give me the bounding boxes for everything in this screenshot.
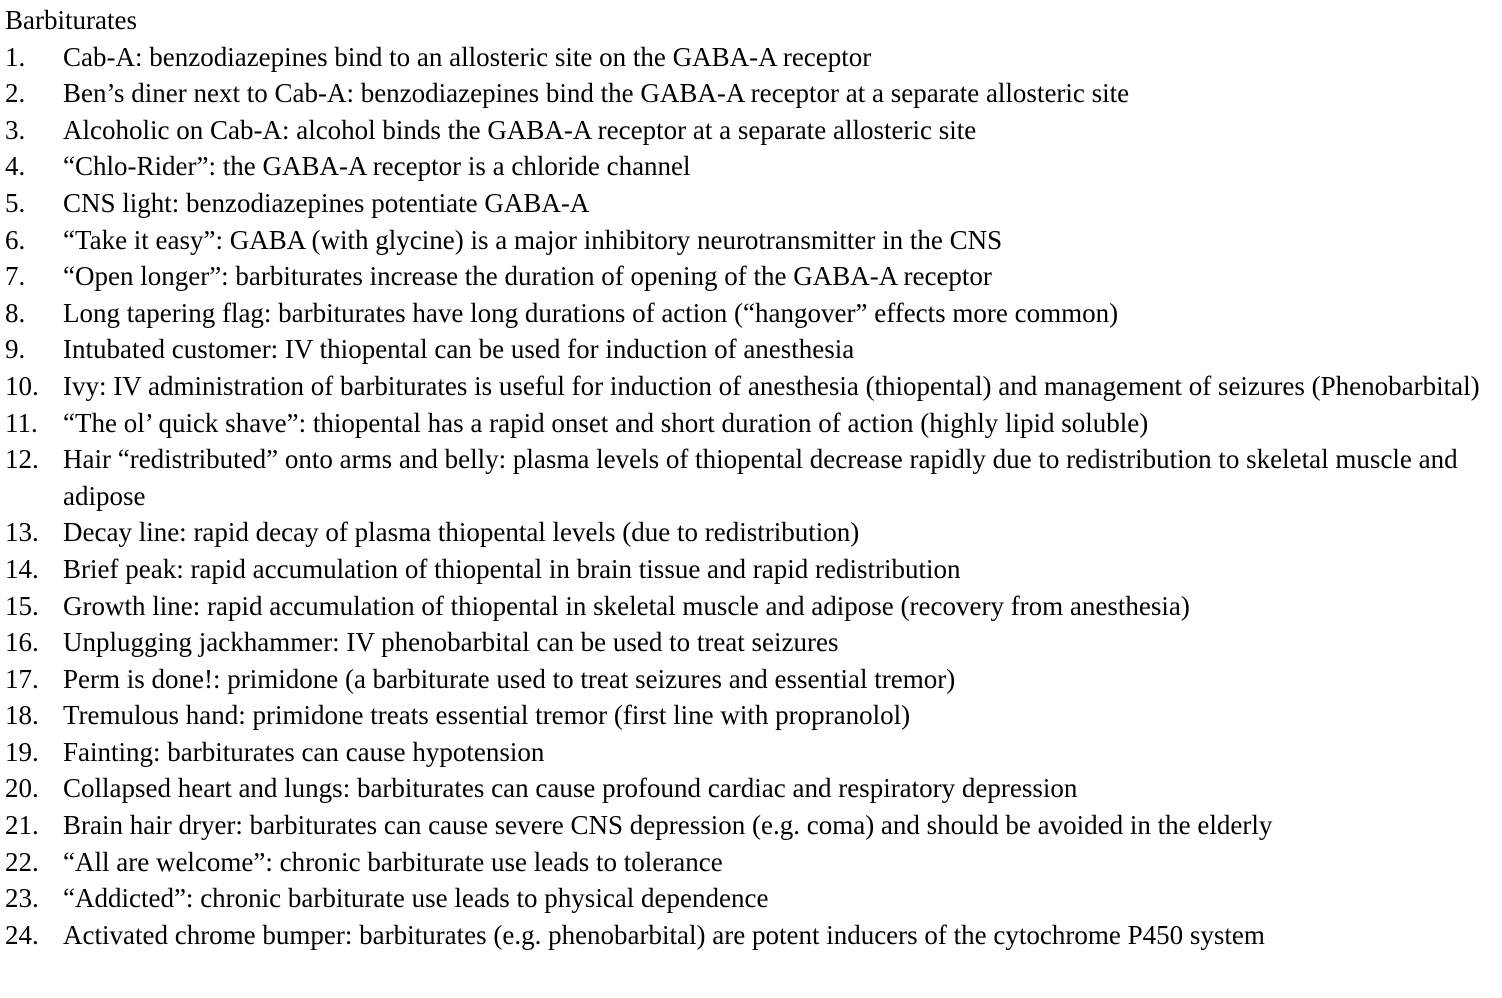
item-number: 2. bbox=[5, 78, 26, 109]
item-number: 14. bbox=[5, 553, 39, 584]
document-title: Barbiturates bbox=[5, 5, 137, 35]
list-item: 3. Alcoholic on Cab-A: alcohol binds the … bbox=[5, 112, 1499, 149]
list-item: 17. Perm is done!: primidone (a barbitura… bbox=[5, 661, 1499, 698]
item-text: Intubated customer: IV thiopental can be… bbox=[63, 334, 855, 365]
item-number: 12. bbox=[5, 444, 39, 475]
item-text: Ivy: IV administration of barbiturates i… bbox=[63, 370, 1480, 401]
list-item: 8. Long tapering flag: barbiturates have … bbox=[5, 295, 1499, 332]
list-item: 10. Ivy: IV administration of barbiturate… bbox=[5, 368, 1499, 405]
list-item: 24. Activated chrome bumper: barbiturates… bbox=[5, 917, 1499, 954]
item-number: 24. bbox=[5, 919, 39, 950]
list-item: 9. Intubated customer: IV thiopental can … bbox=[5, 331, 1499, 368]
item-number: 11. bbox=[5, 407, 38, 438]
item-number: 21. bbox=[5, 810, 39, 841]
item-text: Growth line: rapid accumulation of thiop… bbox=[63, 590, 1190, 621]
item-text: “Addicted”: chronic barbiturate use lead… bbox=[63, 883, 769, 914]
list-item: 19. Fainting: barbiturates can cause hypo… bbox=[5, 734, 1499, 771]
item-number: 20. bbox=[5, 773, 39, 804]
item-text: “Take it easy”: GABA (with glycine) is a… bbox=[63, 224, 1003, 255]
list-item: 7. “Open longer”: barbiturates increase t… bbox=[5, 258, 1499, 295]
item-text: Brief peak: rapid accumulation of thiope… bbox=[63, 553, 961, 584]
item-number: 8. bbox=[5, 297, 26, 328]
list-item: 23. “Addicted”: chronic barbiturate use l… bbox=[5, 880, 1499, 917]
item-number: 16. bbox=[5, 627, 39, 658]
list-item: 13. Decay line: rapid decay of plasma thi… bbox=[5, 514, 1499, 551]
list-item: 14. Brief peak: rapid accumulation of thi… bbox=[5, 551, 1499, 588]
list-item: 6. “Take it easy”: GABA (with glycine) is… bbox=[5, 222, 1499, 259]
item-number: 15. bbox=[5, 590, 39, 621]
item-number: 1. bbox=[5, 41, 26, 72]
item-text: Hair “redistributed” onto arms and belly… bbox=[63, 444, 1458, 511]
item-text: Unplugging jackhammer: IV phenobarbital … bbox=[63, 627, 839, 658]
item-number: 13. bbox=[5, 517, 39, 548]
item-text: Decay line: rapid decay of plasma thiope… bbox=[63, 517, 860, 548]
item-text: Ben’s diner next to Cab-A: benzodiazepin… bbox=[63, 78, 1130, 109]
list-item: 12. Hair “redistributed” onto arms and be… bbox=[5, 441, 1499, 514]
item-number: 23. bbox=[5, 883, 39, 914]
list-item: 11. “The ol’ quick shave”: thiopental has… bbox=[5, 405, 1499, 442]
list-item: 5. CNS light: benzodiazepines potentiate … bbox=[5, 185, 1499, 222]
list-item: 2. Ben’s diner next to Cab-A: benzodiazep… bbox=[5, 75, 1499, 112]
item-text: Tremulous hand: primidone treats essenti… bbox=[63, 700, 911, 731]
item-text: CNS light: benzodiazepines potentiate GA… bbox=[63, 187, 590, 218]
list-item: 22. “All are welcome”: chronic barbiturat… bbox=[5, 844, 1499, 881]
item-number: 17. bbox=[5, 663, 39, 694]
item-number: 7. bbox=[5, 261, 26, 292]
list-item: 21. Brain hair dryer: barbiturates can ca… bbox=[5, 807, 1499, 844]
item-number: 9. bbox=[5, 334, 26, 365]
item-text: Activated chrome bumper: barbiturates (e… bbox=[63, 919, 1265, 950]
list-item: 4. “Chlo-Rider”: the GABA-A receptor is a… bbox=[5, 148, 1499, 185]
item-text: “Chlo-Rider”: the GABA-A receptor is a c… bbox=[63, 151, 691, 182]
item-text: Cab-A: benzodiazepines bind to an allost… bbox=[63, 41, 872, 72]
item-number: 19. bbox=[5, 736, 39, 767]
item-number: 18. bbox=[5, 700, 39, 731]
item-text: “All are welcome”: chronic barbiturate u… bbox=[63, 846, 723, 877]
item-number: 6. bbox=[5, 224, 26, 255]
item-text: Brain hair dryer: barbiturates can cause… bbox=[63, 810, 1273, 841]
item-number: 3. bbox=[5, 114, 26, 145]
list-item: 18. Tremulous hand: primidone treats esse… bbox=[5, 697, 1499, 734]
item-list: 1. Cab-A: benzodiazepines bind to an allo… bbox=[5, 39, 1499, 954]
list-item: 15. Growth line: rapid accumulation of th… bbox=[5, 588, 1499, 625]
item-number: 10. bbox=[5, 370, 39, 401]
list-item: 16. Unplugging jackhammer: IV phenobarbit… bbox=[5, 624, 1499, 661]
document: Barbiturates 1. Cab-A: benzodiazepines bi… bbox=[5, 2, 1499, 953]
list-item: 20. Collapsed heart and lungs: barbiturat… bbox=[5, 770, 1499, 807]
item-text: Collapsed heart and lungs: barbiturates … bbox=[63, 773, 1078, 804]
item-number: 5. bbox=[5, 187, 26, 218]
item-number: 22. bbox=[5, 846, 39, 877]
item-text: Fainting: barbiturates can cause hypoten… bbox=[63, 736, 545, 767]
item-text: Perm is done!: primidone (a barbiturate … bbox=[63, 663, 956, 694]
item-number: 4. bbox=[5, 151, 26, 182]
item-text: Long tapering flag: barbiturates have lo… bbox=[63, 297, 1119, 328]
item-text: “The ol’ quick shave”: thiopental has a … bbox=[63, 407, 1149, 438]
item-text: Alcoholic on Cab-A: alcohol binds the GA… bbox=[63, 114, 977, 145]
item-text: “Open longer”: barbiturates increase the… bbox=[63, 261, 992, 292]
list-item: 1. Cab-A: benzodiazepines bind to an allo… bbox=[5, 39, 1499, 76]
